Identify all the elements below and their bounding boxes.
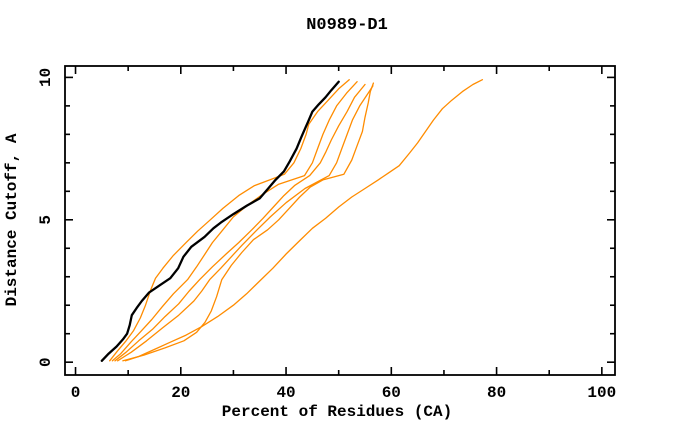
axes xyxy=(64,65,616,376)
plot-border xyxy=(64,65,616,376)
x-tick-label: 0 xyxy=(71,384,81,402)
x-tick-label: 20 xyxy=(171,384,190,402)
model-curve-6-outlier xyxy=(124,79,484,362)
y-axis-label: Distance Cutoff, A xyxy=(3,133,21,306)
y-tick-label: 0 xyxy=(37,357,55,367)
y-tick-label: 10 xyxy=(37,68,55,87)
model-curve-1 xyxy=(109,79,350,362)
curves xyxy=(100,79,484,362)
y-tick-label: 5 xyxy=(37,215,55,225)
target-curve-black xyxy=(100,80,340,362)
x-tick-label: 80 xyxy=(487,384,506,402)
model-curve-5 xyxy=(122,82,375,362)
model-curve-4 xyxy=(116,85,374,362)
x-tick-label: 40 xyxy=(276,384,295,402)
model-curve-3 xyxy=(114,83,366,362)
x-tick-label: 100 xyxy=(587,384,616,402)
x-axis-label: Percent of Residues (CA) xyxy=(222,403,452,421)
x-tick-label: 60 xyxy=(382,384,401,402)
chart-title: N0989-D1 xyxy=(306,16,388,35)
model-curve-2 xyxy=(111,81,358,362)
tick-labels: 0 20 40 60 80 100 0 5 10 xyxy=(37,68,616,402)
